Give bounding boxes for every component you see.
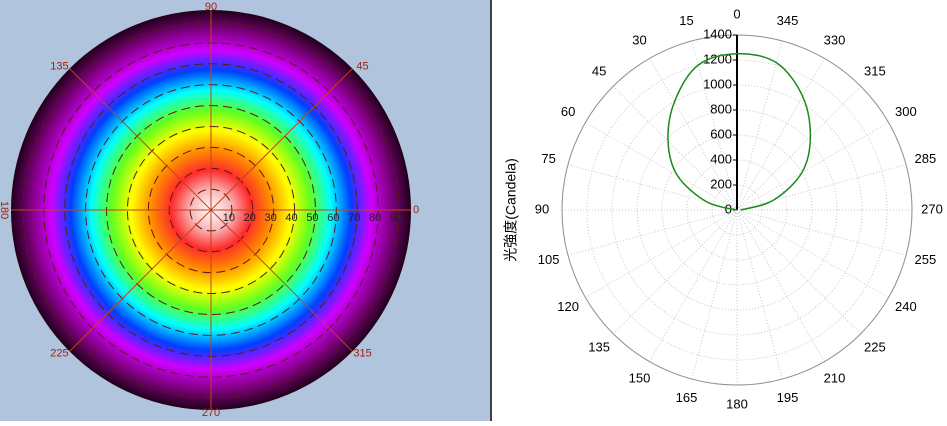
radial-tick-label: 30 bbox=[265, 212, 277, 224]
angle-line bbox=[210, 209, 353, 352]
grid-spoke bbox=[736, 209, 862, 335]
grid-spoke bbox=[736, 209, 783, 380]
theta-label: 195 bbox=[777, 390, 799, 405]
theta-label: 0 bbox=[733, 6, 740, 21]
radial-tick-label: 10 bbox=[223, 212, 235, 224]
radial-tick-label: 800 bbox=[710, 101, 732, 116]
grid-spoke bbox=[585, 209, 738, 298]
radial-tick-label: 40 bbox=[285, 212, 297, 224]
radial-tick-label: 70 bbox=[348, 212, 360, 224]
theta-label: 240 bbox=[895, 299, 917, 314]
y-axis-label: 光強度(Candela) bbox=[503, 158, 519, 261]
theta-label: 75 bbox=[541, 151, 555, 166]
theta-label: 285 bbox=[915, 151, 937, 166]
grid-spoke bbox=[612, 209, 738, 335]
grid-spoke bbox=[691, 40, 738, 211]
theta-label: 90 bbox=[535, 201, 549, 216]
angle-label: 45 bbox=[356, 60, 368, 72]
grid-spoke bbox=[736, 58, 825, 211]
grid-spoke bbox=[691, 209, 738, 380]
grid-spoke bbox=[736, 164, 907, 211]
radial-tick-label: 200 bbox=[710, 176, 732, 191]
grid-spoke bbox=[612, 85, 738, 211]
radial-tick-label: 1000 bbox=[703, 76, 732, 91]
grid-spoke bbox=[649, 209, 738, 362]
grid-spoke bbox=[736, 209, 907, 256]
angle-label: 135 bbox=[50, 60, 68, 72]
angle-line bbox=[69, 209, 212, 352]
theta-label: 105 bbox=[538, 252, 560, 267]
radial-tick-label: 50 bbox=[306, 212, 318, 224]
theta-label: 135 bbox=[588, 339, 610, 354]
grid-spoke bbox=[567, 164, 738, 211]
theta-label: 60 bbox=[561, 104, 575, 119]
theta-label: 210 bbox=[824, 370, 846, 385]
theta-label: 255 bbox=[915, 252, 937, 267]
radial-tick-label: 20 bbox=[244, 212, 256, 224]
theta-label: 345 bbox=[777, 13, 799, 28]
grid-spoke bbox=[567, 209, 738, 256]
theta-label: 165 bbox=[676, 390, 698, 405]
angle-label: 225 bbox=[50, 347, 68, 359]
right-panel bbox=[492, 0, 947, 421]
angle-label: 315 bbox=[353, 347, 371, 359]
radial-tick-label: 80 bbox=[369, 212, 381, 224]
theta-label: 15 bbox=[679, 13, 693, 28]
theta-label: 300 bbox=[895, 104, 917, 119]
grid-spoke bbox=[649, 58, 738, 211]
angle-label: 270 bbox=[202, 407, 220, 419]
radial-tick-label: 90 bbox=[390, 212, 402, 224]
angle-line bbox=[69, 68, 212, 211]
theta-label: 270 bbox=[921, 201, 943, 216]
theta-label: 120 bbox=[557, 299, 579, 314]
grid-spoke bbox=[736, 122, 889, 211]
angle-label: 0 bbox=[413, 204, 419, 216]
grid-spoke bbox=[736, 209, 825, 362]
angle-label: 90 bbox=[205, 1, 217, 13]
radial-tick-label: 600 bbox=[710, 126, 732, 141]
theta-label: 330 bbox=[824, 33, 846, 48]
grid-spoke bbox=[736, 209, 889, 298]
grid-spoke bbox=[736, 40, 783, 211]
radial-tick-label: 1400 bbox=[703, 26, 732, 41]
angle-line bbox=[210, 68, 353, 211]
grid-ring bbox=[686, 159, 788, 261]
radial-tick-label: 400 bbox=[710, 151, 732, 166]
theta-label: 315 bbox=[864, 64, 886, 79]
grid-spoke bbox=[736, 85, 862, 211]
angle-label: 180 bbox=[0, 201, 10, 219]
theta-label: 150 bbox=[629, 370, 651, 385]
intensity-curve bbox=[667, 52, 812, 211]
theta-label: 30 bbox=[632, 33, 646, 48]
grid-spoke bbox=[585, 122, 738, 211]
radial-tick-label: 60 bbox=[327, 212, 339, 224]
divider bbox=[490, 0, 492, 421]
theta-label: 45 bbox=[592, 64, 606, 79]
theta-label: 180 bbox=[726, 396, 748, 411]
theta-label: 225 bbox=[864, 339, 886, 354]
